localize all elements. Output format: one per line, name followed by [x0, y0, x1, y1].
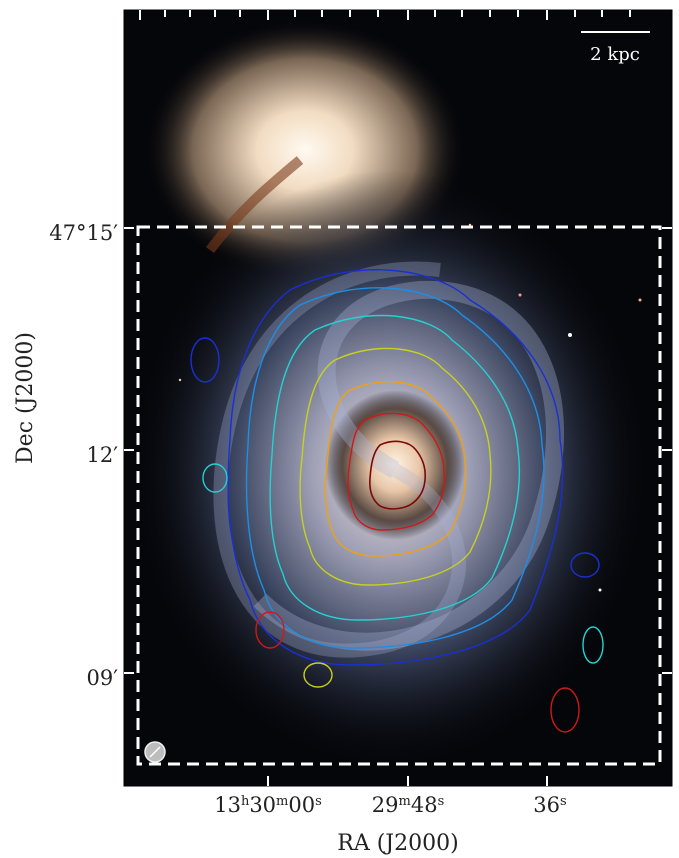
y-tick-label: 12′	[87, 443, 119, 467]
contour-level-5	[324, 381, 467, 557]
x-tick-label: 36s	[533, 793, 566, 817]
y-axis-label: Dec (J2000)	[13, 332, 38, 464]
contour-level-4	[299, 347, 492, 586]
x-axis-label: RA (J2000)	[337, 831, 458, 856]
y-tick-label: 09′	[87, 666, 119, 690]
plot-frame	[123, 9, 673, 787]
contour-level-3	[269, 314, 521, 621]
contour-clump	[582, 626, 604, 664]
beam-marker	[144, 741, 166, 763]
contour-level-2	[245, 287, 545, 649]
co-intensity-contours	[190, 269, 604, 733]
contour-clump	[550, 687, 580, 733]
x-tick-label: 29m48s	[372, 793, 444, 817]
contour-clump	[570, 552, 600, 578]
y-tick-labels: 47°15′ 12′ 09′	[49, 221, 118, 690]
contour-level-7	[369, 440, 427, 510]
contour-level-1	[227, 269, 564, 666]
dashed-region-box	[136, 225, 662, 766]
x-tick-labels: 13h30m00s 29m48s 36s	[214, 793, 566, 817]
y-tick-label: 47°15′	[49, 221, 118, 245]
galaxy-image	[124, 10, 672, 786]
scale-bar-label: 2 kpc	[590, 44, 640, 65]
scale-bar: 2 kpc	[581, 31, 650, 65]
contour-clump	[303, 662, 333, 688]
x-tick-label: 13h30m00s	[214, 793, 322, 817]
tick-marks	[124, 10, 672, 786]
contour-level-6	[347, 412, 446, 531]
contour-clump	[202, 463, 228, 493]
contour-clump	[190, 337, 220, 383]
contour-clump	[255, 611, 285, 649]
